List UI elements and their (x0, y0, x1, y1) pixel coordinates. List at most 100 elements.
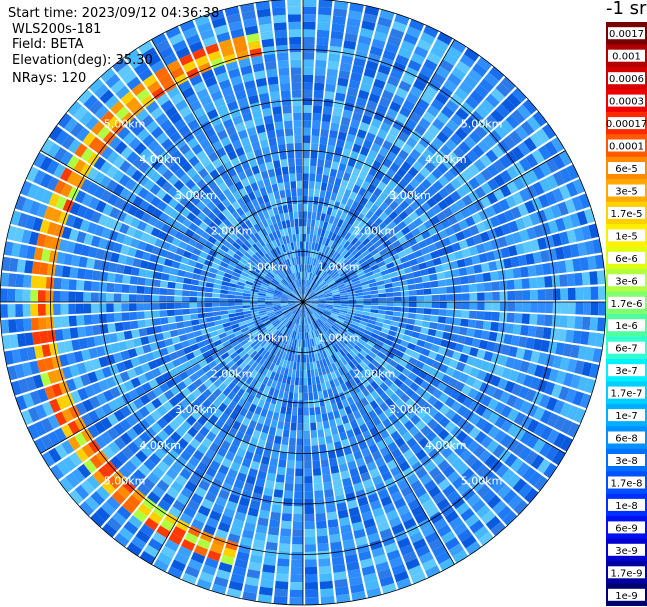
radar-cell (493, 159, 506, 173)
radar-cell (383, 278, 392, 285)
radar-cell (325, 435, 333, 444)
radar-cell (544, 275, 553, 288)
radar-cell (76, 205, 88, 218)
radar-cell (315, 173, 323, 183)
radar-cell (258, 292, 266, 297)
radar-cell (466, 328, 476, 337)
radar-cell (179, 512, 193, 525)
radar-cell (252, 429, 261, 439)
radar-cell (235, 430, 245, 441)
radar-cell (399, 443, 410, 454)
radar-cell (277, 314, 285, 320)
radar-cell (303, 233, 307, 242)
radar-cell (143, 224, 154, 235)
radar-cell (318, 299, 326, 302)
radar-cell (463, 47, 480, 62)
radar-cell (284, 259, 290, 268)
radar-cell (431, 308, 440, 316)
colorbar-tick-label: 3e-5 (615, 187, 638, 198)
radar-cell (343, 40, 357, 50)
radar-cell (286, 286, 293, 292)
radar-cell (275, 37, 288, 46)
radar-cell (298, 279, 301, 288)
colorbar-title: -1 sr (606, 0, 647, 19)
radar-cell (308, 291, 315, 298)
radar-cell (258, 238, 266, 247)
radar-cell (258, 212, 266, 221)
radar-cell (366, 256, 375, 264)
radar-cell (307, 307, 314, 314)
radar-cell (392, 311, 401, 317)
radar-cell (348, 225, 356, 235)
radar-cell (317, 158, 325, 168)
radar-cell (304, 309, 307, 317)
radar-cell (454, 87, 469, 101)
radar-cell (217, 235, 226, 245)
radar-cell (472, 379, 483, 391)
radar-cell (485, 149, 499, 163)
radar-cell (283, 490, 294, 499)
radar-cell (262, 359, 269, 368)
radar-cell (262, 245, 270, 253)
radar-cell (317, 429, 325, 438)
radar-cell (316, 319, 323, 327)
radar-cell (401, 161, 412, 172)
radar-cell (415, 360, 425, 370)
radar-cell (299, 271, 302, 280)
radar-cell (19, 347, 29, 362)
radar-cell (395, 332, 404, 340)
radar-cell (268, 241, 276, 250)
radar-cell (467, 440, 480, 453)
radar-cell (316, 277, 322, 285)
radar-cell (303, 324, 305, 333)
radar-cell (392, 21, 407, 33)
radar-cell (316, 308, 324, 313)
radar-cell (348, 506, 360, 517)
radar-cell (544, 314, 553, 327)
radar-cell (526, 362, 538, 376)
radar-cell (303, 296, 309, 302)
radar-cell (341, 347, 349, 355)
radar-cell (193, 330, 203, 338)
radar-cell (525, 253, 535, 265)
radar-cell (267, 336, 275, 344)
radar-cell (388, 330, 397, 337)
radar-cell (158, 364, 168, 375)
radar-cell (313, 285, 320, 292)
radar-cell (538, 194, 550, 208)
radar-cell (255, 422, 264, 432)
radar-cell (347, 207, 356, 217)
radar-cell (345, 266, 354, 273)
radar-cell (352, 184, 361, 194)
radar-cell (265, 294, 274, 298)
radar-cell (90, 235, 101, 248)
radar-cell (56, 396, 68, 410)
radar-cell (319, 375, 325, 384)
radar-cell (281, 398, 288, 407)
radar-cell (130, 103, 145, 117)
radar-cell (552, 399, 565, 415)
radar-cell (465, 375, 476, 387)
radar-cell (299, 377, 303, 386)
radar-cell (309, 415, 316, 423)
radar-cell (298, 392, 303, 401)
radar-cell (390, 276, 400, 283)
radar-cell (256, 196, 265, 206)
radar-cell (288, 303, 296, 306)
radar-cell (88, 136, 102, 151)
radar-cell (244, 283, 253, 289)
radar-cell (316, 292, 325, 297)
radar-cell (427, 406, 439, 418)
radar-cell (490, 109, 505, 124)
radar-cell (455, 60, 471, 75)
radar-cell (438, 363, 449, 374)
radar-cell (371, 38, 386, 50)
radar-cell (314, 406, 321, 415)
radar-cell (432, 192, 444, 204)
radar-cell (309, 281, 314, 289)
radar-cell (303, 36, 315, 45)
radar-cell (274, 121, 284, 130)
radar-cell (265, 307, 274, 310)
radar-cell (329, 379, 336, 389)
radar-cell (345, 243, 354, 251)
